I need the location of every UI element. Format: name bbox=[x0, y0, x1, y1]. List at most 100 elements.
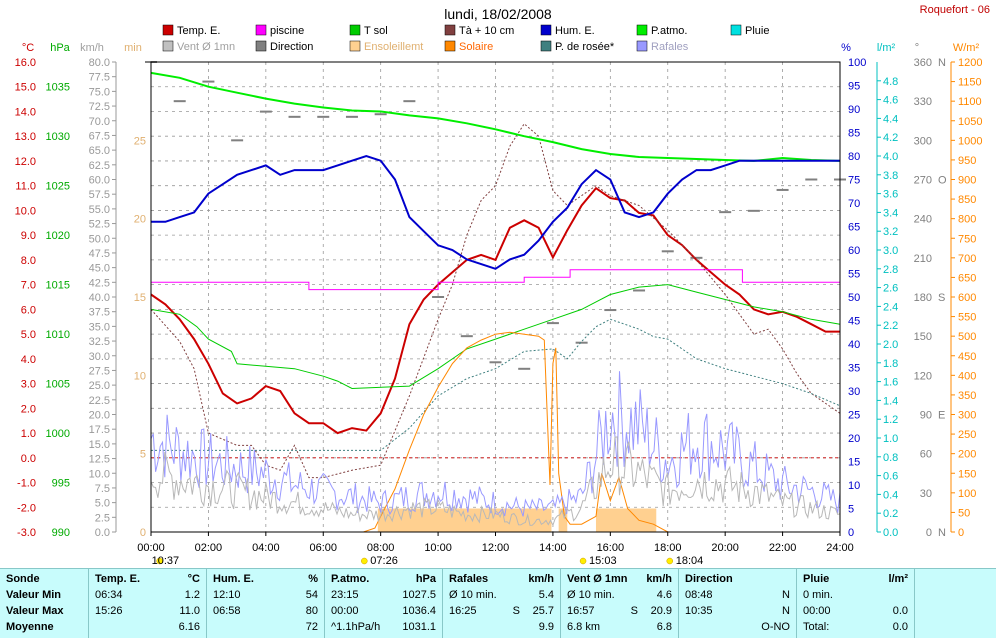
tick-wind: 15.0 bbox=[89, 439, 110, 451]
tick-solar: 950 bbox=[958, 155, 976, 167]
tick-rain: 4.2 bbox=[883, 132, 898, 144]
tick-humidity: 95 bbox=[848, 81, 860, 93]
tick-x: 12:00 bbox=[482, 542, 510, 554]
tick-solar: 1150 bbox=[958, 77, 982, 89]
tick-pressure: 1015 bbox=[46, 280, 70, 292]
stats-vent-r2-dir: S bbox=[630, 605, 638, 617]
stats-pluie-r2-label: 00:00 bbox=[803, 605, 831, 617]
tick-wind: 70.0 bbox=[89, 116, 110, 128]
stats-temp-min-val: 1.2 bbox=[184, 589, 200, 601]
tick-temp: 3.0 bbox=[21, 379, 36, 391]
tick-rain: 0.8 bbox=[883, 452, 898, 464]
station-name: Roquefort - 06 bbox=[919, 4, 990, 16]
tick-rain: 3.4 bbox=[883, 207, 898, 219]
tick-wind: 7.5 bbox=[95, 483, 110, 495]
stats-temp-max-val: 11.0 bbox=[179, 605, 200, 617]
tick-solar: 600 bbox=[958, 292, 976, 304]
tick-sunmin: 10 bbox=[134, 370, 146, 382]
tick-temp: 6.0 bbox=[21, 304, 36, 316]
tick-humidity: 75 bbox=[848, 175, 860, 187]
legend-label: P.atmo. bbox=[651, 25, 688, 37]
tick-rain: 4.6 bbox=[883, 95, 898, 107]
tick-wind: 37.5 bbox=[89, 307, 110, 319]
stats-direction-r2-label: 10:35 bbox=[685, 605, 713, 617]
tick-temp: 14.0 bbox=[15, 106, 36, 118]
tick-solar: 50 bbox=[958, 507, 970, 519]
tick-wind: 50.0 bbox=[89, 233, 110, 245]
stats-sonde-title: Sonde bbox=[6, 573, 40, 585]
stats-direction-title: Direction bbox=[685, 573, 733, 585]
stats-col-hum: Hum. E.% 12:10 54 06:58 80 72 bbox=[206, 569, 324, 638]
tick-dir: 210 bbox=[914, 253, 932, 265]
stats-temp-min-time: 06:34 bbox=[95, 589, 123, 601]
tick-rain: 2.6 bbox=[883, 283, 898, 295]
tick-wind: 72.5 bbox=[89, 101, 110, 113]
tick-temp: -1.0 bbox=[17, 478, 36, 490]
tick-rain: 0.4 bbox=[883, 489, 898, 501]
tick-dir: 180 bbox=[914, 292, 932, 304]
axis-unit-temp: °C bbox=[22, 42, 34, 54]
axis-unit-solar: W/m² bbox=[953, 42, 980, 54]
tick-dir: 120 bbox=[914, 370, 932, 382]
tick-humidity: 60 bbox=[848, 245, 860, 257]
tick-solar: 400 bbox=[958, 370, 976, 382]
tick-temp: 13.0 bbox=[15, 131, 36, 143]
series-piscine bbox=[151, 269, 840, 291]
tick-wind: 12.5 bbox=[89, 454, 110, 466]
legend-swatch bbox=[349, 24, 361, 36]
legend-label: Tà + 10 cm bbox=[459, 25, 514, 37]
tick-rain: 1.0 bbox=[883, 433, 898, 445]
tick-humidity: 10 bbox=[848, 480, 860, 492]
sunshine-bar bbox=[377, 508, 552, 532]
tick-wind: 40.0 bbox=[89, 292, 110, 304]
legend-label: Rafales bbox=[651, 41, 689, 53]
stats-hum-max-val: 80 bbox=[305, 605, 318, 617]
sun-marker-icon bbox=[361, 557, 368, 565]
tick-solar: 200 bbox=[958, 449, 976, 461]
tick-humidity: 40 bbox=[848, 339, 860, 351]
legend-swatch bbox=[162, 24, 174, 36]
tick-sunmin: 5 bbox=[140, 449, 146, 461]
tick-dir: 270 bbox=[914, 175, 932, 187]
tick-temp: 8.0 bbox=[21, 255, 36, 267]
series-rafales bbox=[150, 371, 841, 517]
series-t-sol bbox=[150, 284, 841, 390]
tick-dir: 0 bbox=[926, 527, 932, 539]
series-p-de-ros-e- bbox=[151, 318, 841, 451]
stats-col-patmo: P.atmo. hPa 23:15 1027.5 00:00 1036.4 ^1.1h… bbox=[324, 569, 442, 638]
tick-wind: 60.0 bbox=[89, 175, 110, 187]
tick-rain: 2.8 bbox=[883, 264, 898, 276]
tick-dir: 360 bbox=[914, 57, 932, 69]
sunshine-bar bbox=[595, 508, 657, 532]
tick-solar: 100 bbox=[958, 488, 976, 500]
tick-rain: 4.8 bbox=[883, 76, 898, 88]
legend-swatch bbox=[730, 24, 742, 36]
tick-rain: 1.2 bbox=[883, 414, 898, 426]
tick-dir: 90 bbox=[920, 410, 932, 422]
stats-hum-min-time: 12:10 bbox=[213, 589, 241, 601]
tick-wind: 57.5 bbox=[89, 189, 110, 201]
tick-temp: -3.0 bbox=[17, 527, 36, 539]
tick-dir: 330 bbox=[914, 96, 932, 108]
tick-solar: 300 bbox=[958, 410, 976, 422]
tick-wind: 77.5 bbox=[89, 72, 110, 84]
tick-humidity: 55 bbox=[848, 269, 860, 281]
stats-col-rafales: Rafales km/h Ø 10 min. 5.4 16:25 S 25.7 9.9 bbox=[442, 569, 560, 638]
sun-marker-icon bbox=[579, 557, 587, 565]
stats-patmo-title: P.atmo. bbox=[331, 573, 370, 585]
tick-pressure: 995 bbox=[52, 478, 70, 490]
tick-solar: 0 bbox=[958, 527, 964, 539]
stats-pluie-title: Pluie bbox=[803, 573, 830, 585]
tick-rain: 0.0 bbox=[883, 527, 898, 539]
stats-patmo-min-val: 1027.5 bbox=[402, 589, 436, 601]
stats-pluie-r3-val: 0.0 bbox=[892, 621, 908, 633]
tick-rain: 2.4 bbox=[883, 301, 898, 313]
stats-pluie-unit: l/m² bbox=[888, 573, 908, 585]
stats-vent-avg: 6.8 bbox=[656, 621, 672, 633]
tick-pressure: 1000 bbox=[46, 428, 70, 440]
tick-temp: 9.0 bbox=[21, 230, 36, 242]
tick-rain: 4.4 bbox=[883, 113, 898, 125]
tick-wind: 10.0 bbox=[89, 468, 110, 480]
tick-solar: 1200 bbox=[958, 57, 982, 69]
tick-x: 04:00 bbox=[252, 542, 280, 554]
